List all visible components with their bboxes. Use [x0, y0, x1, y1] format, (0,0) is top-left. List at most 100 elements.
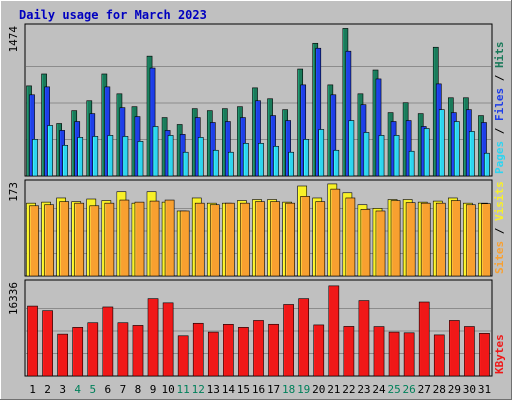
sites-bar-day-24: [375, 210, 386, 277]
panel-visits-legend-part-2: /: [493, 221, 506, 241]
pages-bar-day-12: [197, 137, 204, 177]
kbytes-bar-day-26: [403, 332, 415, 377]
pages-bar-day-21: [333, 149, 340, 177]
pages-bar-day-11: [182, 151, 189, 177]
sites-bar-day-1: [29, 205, 39, 277]
panel-kbytes-legend: KBytes: [493, 334, 506, 374]
sites-bar-day-11: [179, 210, 190, 277]
x-tick-day-19: 19: [297, 383, 310, 396]
pages-bar-day-13: [212, 149, 219, 177]
pages-bar-day-2: [47, 125, 53, 177]
x-tick-day-24: 24: [372, 383, 386, 396]
sites-bar-day-13: [209, 204, 220, 277]
pages-bar-day-30: [469, 131, 475, 177]
sites-bar-day-18: [285, 202, 295, 277]
kbytes-bar-day-29: [449, 320, 460, 377]
pages-bar-day-10: [167, 135, 174, 177]
x-tick-day-12: 12: [192, 383, 205, 396]
kbytes-bar-day-7: [117, 322, 129, 377]
sites-bar-day-9: [149, 200, 160, 277]
sites-bar-day-19: [300, 196, 311, 277]
sites-bar-day-10: [164, 199, 175, 277]
kbytes-bar-day-16: [253, 320, 264, 377]
x-tick-day-29: 29: [448, 383, 461, 396]
x-tick-day-13: 13: [207, 383, 220, 396]
pages-bar-day-15: [243, 143, 249, 177]
sites-bar-day-3: [59, 201, 69, 277]
panel-usage: 1474 Pages / Files / Hits: [7, 23, 506, 177]
x-tick-day-27: 27: [418, 383, 431, 396]
pages-bar-day-27: [423, 128, 430, 177]
sites-bar-day-5: [89, 205, 100, 277]
kbytes-bar-day-2: [42, 310, 53, 377]
kbytes-bar-day-15: [238, 327, 249, 377]
x-tick-day-16: 16: [252, 383, 265, 396]
kbytes-bar-day-19: [298, 298, 310, 377]
x-tick-day-28: 28: [433, 383, 446, 396]
files-bar-day-31: [481, 122, 487, 177]
panel-usage-legend-part-5: Hits: [493, 42, 506, 69]
files-bar-day-21: [330, 94, 337, 177]
files-bar-day-6: [104, 86, 111, 177]
kbytes-bar-day-27: [418, 301, 430, 377]
pages-bar-day-20: [318, 129, 325, 177]
sites-bar-day-17: [270, 201, 280, 277]
panel-kbytes-max-label: 16336: [7, 282, 20, 315]
files-bar-day-13: [209, 122, 216, 177]
sites-bar-day-16: [255, 201, 265, 277]
kbytes-bar-day-4: [72, 327, 84, 377]
sites-bar-day-29: [451, 200, 461, 277]
pages-bar-day-14: [228, 151, 234, 177]
sites-bar-day-23: [360, 209, 371, 277]
panel-visits-legend-part-1: Sites: [493, 241, 506, 274]
pages-bar-day-9: [152, 126, 159, 177]
sites-bar-day-8: [134, 201, 145, 277]
pages-bar-day-29: [454, 121, 460, 177]
kbytes-bar-day-21: [328, 285, 340, 377]
panel-visits: 173 Sites / Visits: [7, 179, 506, 277]
sites-bar-day-21: [330, 188, 341, 277]
pages-bar-day-26: [408, 150, 415, 177]
pages-bar-day-3: [62, 144, 68, 177]
pages-bar-day-4: [77, 137, 84, 177]
kbytes-bar-day-8: [132, 325, 144, 377]
x-tick-day-22: 22: [342, 383, 355, 396]
panels-layer: 1474 Pages / Files / Hits 173 Sites / Visit…: [7, 23, 506, 377]
x-tick-day-10: 10: [161, 383, 174, 396]
sites-bar-day-27: [420, 202, 431, 277]
kbytes-bar-day-12: [192, 322, 204, 377]
kbytes-bar-day-24: [373, 326, 385, 377]
x-tick-day-15: 15: [237, 383, 250, 396]
files-bar-day-20: [315, 47, 322, 177]
chart-title: Daily usage for March 2023: [19, 8, 207, 22]
panel-kbytes-legend-part-1: KBytes: [493, 334, 506, 374]
sites-bar-day-26: [405, 202, 416, 277]
sites-bar-day-12: [194, 202, 205, 277]
kbytes-bar-day-11: [177, 335, 189, 377]
files-bar-day-17: [270, 115, 276, 177]
panel-visits-legend: Sites / Visits: [493, 181, 506, 274]
sites-bar-day-28: [435, 202, 446, 277]
files-bar-day-9: [149, 67, 156, 177]
files-bar-day-1: [29, 94, 35, 177]
pages-bar-day-7: [122, 136, 129, 177]
sites-bar-day-14: [225, 202, 235, 277]
kbytes-bar-day-18: [283, 304, 294, 377]
files-bar-day-18: [285, 120, 291, 177]
x-tick-day-23: 23: [357, 383, 370, 396]
sites-bar-day-6: [104, 202, 115, 277]
x-tick-day-5: 5: [89, 383, 96, 396]
panel-kbytes: 16336 KBytes: [7, 279, 506, 377]
kbytes-bar-day-28: [433, 334, 445, 377]
pages-bar-day-17: [273, 145, 279, 177]
panel-usage-legend: Pages / Files / Hits: [493, 42, 506, 175]
x-tick-day-17: 17: [267, 383, 280, 396]
x-tick-day-1: 1: [29, 383, 36, 396]
x-axis-day-labels: 1 2 3 4 5 6 7 8 9 10 11 12 13 14 15 16 17 18 19 20 21 22 23 24 2…: [29, 383, 491, 396]
x-tick-day-11: 11: [177, 383, 190, 396]
kbytes-bar-day-13: [207, 331, 219, 377]
x-tick-day-9: 9: [150, 383, 157, 396]
pages-bar-day-31: [484, 152, 490, 177]
x-tick-day-26: 26: [403, 383, 416, 396]
